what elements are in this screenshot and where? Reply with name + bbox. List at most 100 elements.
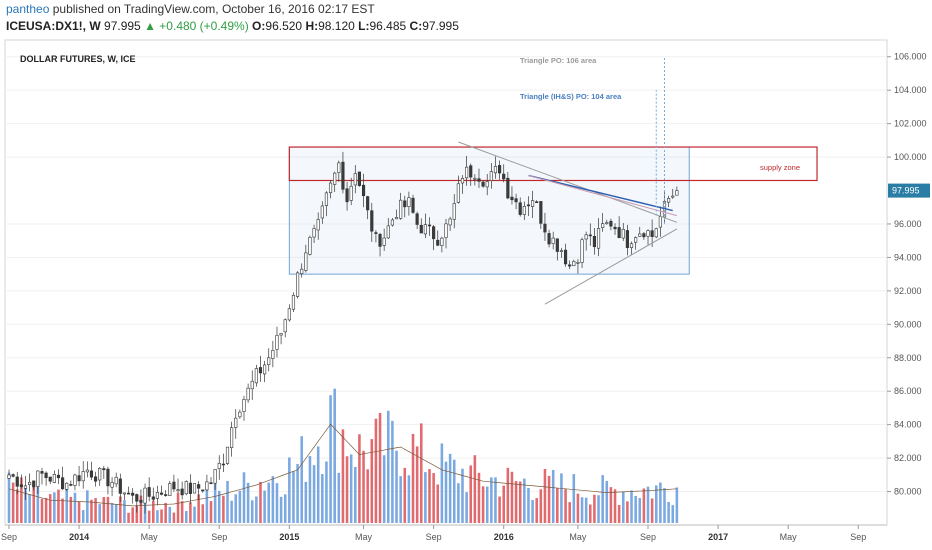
candle-body <box>419 224 423 234</box>
volume-bar <box>226 480 229 523</box>
candle-body <box>176 489 180 492</box>
close-label: C: <box>409 19 423 33</box>
volume-bar <box>81 510 85 523</box>
volume-bar <box>106 496 110 523</box>
volume-bar <box>675 487 679 523</box>
candle-body <box>436 239 440 246</box>
supply-zone-label: supply zone <box>760 163 800 172</box>
candle-body <box>535 201 539 203</box>
candle-body <box>609 220 613 227</box>
candle-body <box>601 223 605 229</box>
high-value: 98.120 <box>318 19 355 33</box>
volume-bar <box>424 472 427 523</box>
publish-bar: pantheo published on TradingView.com, Oc… <box>6 2 375 16</box>
y-tick-label: 106.000 <box>894 52 927 62</box>
volume-bar <box>663 488 666 523</box>
volume-bar <box>152 500 155 523</box>
volume-bar <box>316 446 320 523</box>
candle-body <box>489 171 493 181</box>
candle-body <box>452 203 456 220</box>
candle-body <box>588 234 592 237</box>
volume-bar <box>255 496 258 523</box>
candle-body <box>654 228 658 238</box>
volume-bar <box>213 483 217 523</box>
volume-bar <box>337 472 341 523</box>
candle-body <box>374 232 378 234</box>
volume-bar <box>341 429 345 523</box>
candle-body <box>526 204 531 207</box>
symbol-label[interactable]: ICEUSA:DX1!, W <box>6 19 101 33</box>
candle-body <box>77 475 81 482</box>
candle-body <box>370 210 374 232</box>
author-name[interactable]: pantheo <box>6 2 50 16</box>
y-tick-label: 92.000 <box>894 286 922 296</box>
trend-line-lower_gray <box>544 228 678 305</box>
volume-bar <box>469 465 473 523</box>
candle-body <box>629 243 634 248</box>
volume-bar <box>304 481 308 523</box>
volume-bar <box>292 470 295 523</box>
x-tick-label: 2016 <box>494 532 514 542</box>
y-tick-label: 88.000 <box>894 353 922 363</box>
volume-bar <box>230 500 233 523</box>
y-tick-label: 86.000 <box>894 386 922 396</box>
x-tick-label: Sep <box>426 532 442 542</box>
candle-body <box>19 484 23 487</box>
candle-body <box>254 368 258 384</box>
candle-body <box>671 195 675 198</box>
candle-body <box>312 228 316 238</box>
volume-bar <box>527 487 530 523</box>
candle-body <box>44 472 48 479</box>
candle-body <box>345 188 349 203</box>
volume-bar <box>69 496 73 523</box>
y-tick-label: 90.000 <box>894 319 922 329</box>
volume-bar <box>415 446 419 523</box>
candle-body <box>440 237 444 246</box>
volume-bar <box>506 467 510 523</box>
volume-bar <box>131 507 134 523</box>
candle-body <box>159 492 164 495</box>
volume-bar <box>551 470 555 523</box>
candle-body <box>36 470 40 487</box>
volume-bar <box>502 485 505 523</box>
publish-text: published on TradingView.com, October 16… <box>52 2 375 16</box>
high-label: H: <box>305 19 319 33</box>
volume-bar <box>452 459 456 523</box>
x-tick-label: Sep <box>211 532 227 542</box>
candle-body <box>642 233 646 238</box>
x-tick-label: Sep <box>1 532 17 542</box>
candle-body <box>188 482 192 494</box>
volume-bar <box>180 501 184 523</box>
candle-body <box>559 250 564 252</box>
volume-bar <box>391 420 394 523</box>
volume-bar <box>156 510 159 523</box>
volume-bar <box>518 481 522 523</box>
volume-bar <box>57 489 60 523</box>
candle-body <box>341 161 345 190</box>
volume-bar <box>605 480 609 523</box>
candle-body <box>217 463 221 469</box>
volume-bar <box>234 494 238 523</box>
volume-bar <box>308 456 312 523</box>
candle-body <box>502 173 506 180</box>
candle-body <box>465 166 469 179</box>
candle-body <box>23 485 28 489</box>
candle-body <box>407 197 411 207</box>
volume-bar <box>395 450 398 523</box>
y-tick-label: 97.995 <box>892 186 920 196</box>
volume-bar <box>164 502 167 523</box>
candle-body <box>621 228 625 239</box>
volume-bar <box>114 504 118 523</box>
candle-body <box>543 223 547 233</box>
volume-bar <box>28 494 31 523</box>
candle-body <box>539 201 543 224</box>
volume-bar <box>382 455 386 523</box>
candle-body <box>283 319 287 333</box>
candle-body <box>444 223 448 238</box>
close-value: 97.995 <box>422 19 459 33</box>
volume-bar <box>494 477 497 523</box>
candle-body <box>399 199 403 219</box>
candle-body <box>32 480 36 488</box>
volume-bar <box>275 483 279 523</box>
